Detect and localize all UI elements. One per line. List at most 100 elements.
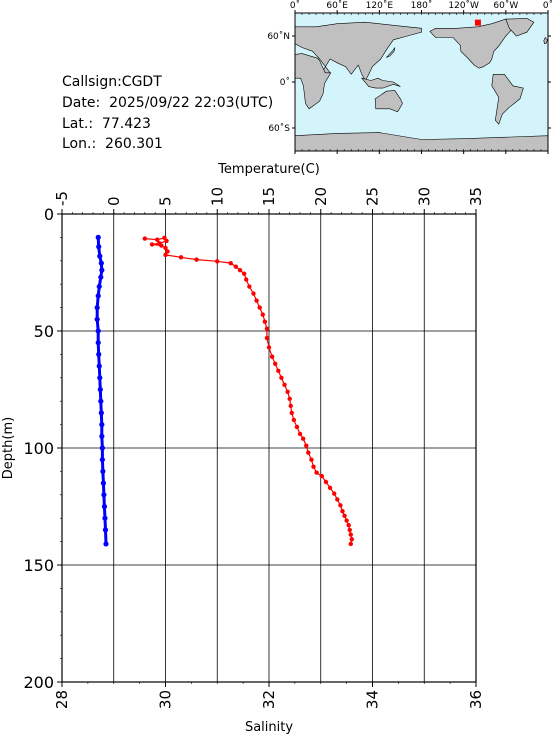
temperature-data-point [215, 259, 220, 264]
map-lat-label: 60˚N [267, 31, 290, 42]
temperature-data-point [155, 237, 160, 242]
salinity-data-point [103, 541, 109, 547]
map-lon-label: 180˚ [411, 0, 433, 11]
salinity-data-point [99, 433, 105, 439]
temperature-data-point [327, 485, 333, 490]
salinity-tick-label: 34 [364, 690, 382, 709]
temperature-data-point [233, 264, 239, 269]
land-uk [543, 36, 548, 45]
temperature-tick-label: 5 [157, 196, 175, 206]
temperature-tick-label: 15 [260, 187, 278, 206]
salinity-data-point [97, 386, 103, 393]
temperature-data-point [165, 249, 170, 254]
temperature-data-point [228, 260, 233, 266]
salinity-data-point [100, 480, 106, 486]
salinity-tick-label: 30 [157, 690, 175, 709]
temperature-data-point [311, 464, 316, 469]
temperature-axis-label: Temperature(C) [217, 162, 320, 177]
salinity-data-point [95, 340, 101, 346]
temperature-data-point [285, 389, 290, 395]
temperature-data-point [194, 257, 199, 262]
temperature-data-point [142, 236, 147, 241]
temperature-data-point [294, 424, 300, 430]
temperature-data-point [163, 252, 168, 258]
land-indonesia [360, 77, 401, 89]
station-marker [474, 19, 481, 26]
date-text: Date: 2025/09/22 22:03(UTC) [62, 95, 274, 111]
map-lon-label: 0˚ [543, 0, 553, 11]
salinity-data-point [99, 445, 105, 451]
salinity-data-point [99, 457, 105, 463]
land-japan [386, 47, 396, 58]
salinity-data-point [96, 363, 102, 369]
temperature-tick-label: 25 [364, 187, 382, 206]
salinity-tick-label: 32 [260, 690, 278, 709]
salinity-data-point [99, 267, 105, 273]
temperature-data-point [264, 326, 270, 331]
temperature-tick-label: -5 [53, 191, 71, 206]
temperature-tick-label: 35 [467, 187, 485, 206]
depth-tick-label: 100 [23, 439, 54, 458]
salinity-data-point [98, 410, 104, 416]
depth-tick-label: 0 [44, 205, 54, 224]
salinity-axis-label: Salinity [245, 720, 293, 735]
temperature-data-point [349, 537, 354, 542]
temperature-data-point [262, 319, 268, 324]
land-australia [374, 90, 403, 113]
temperature-data-point [306, 450, 311, 455]
land-europe-asia [294, 21, 422, 82]
temperature-tick-label: 0 [105, 196, 123, 206]
temperature-data-point [266, 345, 272, 350]
temperature-tick-label: 20 [312, 187, 330, 206]
land-north-america [429, 18, 521, 69]
temperature-data-point [348, 541, 353, 547]
salinity-tick-label: 36 [467, 690, 485, 709]
salinity-data-point [95, 293, 101, 299]
depth-tick-label: 50 [34, 322, 54, 341]
temperature-tick-label: 30 [415, 187, 433, 206]
temperature-data-point [264, 335, 270, 341]
temperature-data-point [237, 267, 243, 273]
temperature-data-point [300, 436, 306, 441]
callsign-text: Callsign:CGDT [62, 74, 162, 90]
temperature-data-point [178, 255, 184, 260]
map-lat-label: 0˚ [280, 77, 290, 88]
temperature-data-point [164, 238, 169, 244]
map-lat-label: 60˚S [268, 123, 290, 134]
map-lon-label: 60˚W [493, 0, 518, 11]
salinity-data-point [97, 375, 103, 381]
salinity-data-point [95, 328, 101, 334]
temperature-data-point [304, 443, 309, 448]
temperature-data-point [344, 518, 349, 523]
temperature-data-point [319, 473, 324, 479]
salinity-data-point [98, 260, 104, 266]
temperature-data-point [276, 368, 281, 373]
temperature-data-point [288, 403, 293, 409]
temperature-data-point [149, 242, 155, 247]
depth-axis-label: Depth(m) [1, 417, 16, 479]
temperature-data-point [244, 277, 249, 282]
depth-tick-label: 150 [23, 556, 54, 575]
salinity-data-point [100, 468, 106, 474]
map-lon-label: 0˚ [290, 0, 300, 11]
location-map: 0˚ 60˚E 120˚E 180˚ 120˚W 60˚W 0˚ 60˚N 0˚ 60˚S [267, 0, 553, 154]
temperature-tick-label: 10 [208, 187, 226, 206]
land-greenland [505, 18, 535, 37]
map-lon-label: 120˚W [448, 0, 479, 11]
temperature-data-point [159, 243, 164, 248]
longitude-text: Lon.: 260.301 [62, 136, 163, 152]
salinity-data-point [99, 422, 105, 428]
temperature-data-point [340, 508, 345, 514]
temperature-data-point [291, 417, 297, 423]
temperature-data-point [332, 491, 337, 496]
temperature-data-point [241, 271, 247, 276]
salinity-data-point [94, 305, 100, 311]
temperature-data-point [257, 305, 262, 310]
salinity-tick-label: 28 [53, 690, 71, 709]
temperature-data-point [335, 497, 340, 502]
temperature-data-point [251, 291, 256, 296]
temperature-data-point [323, 479, 329, 485]
temperature-data-point [282, 382, 287, 388]
